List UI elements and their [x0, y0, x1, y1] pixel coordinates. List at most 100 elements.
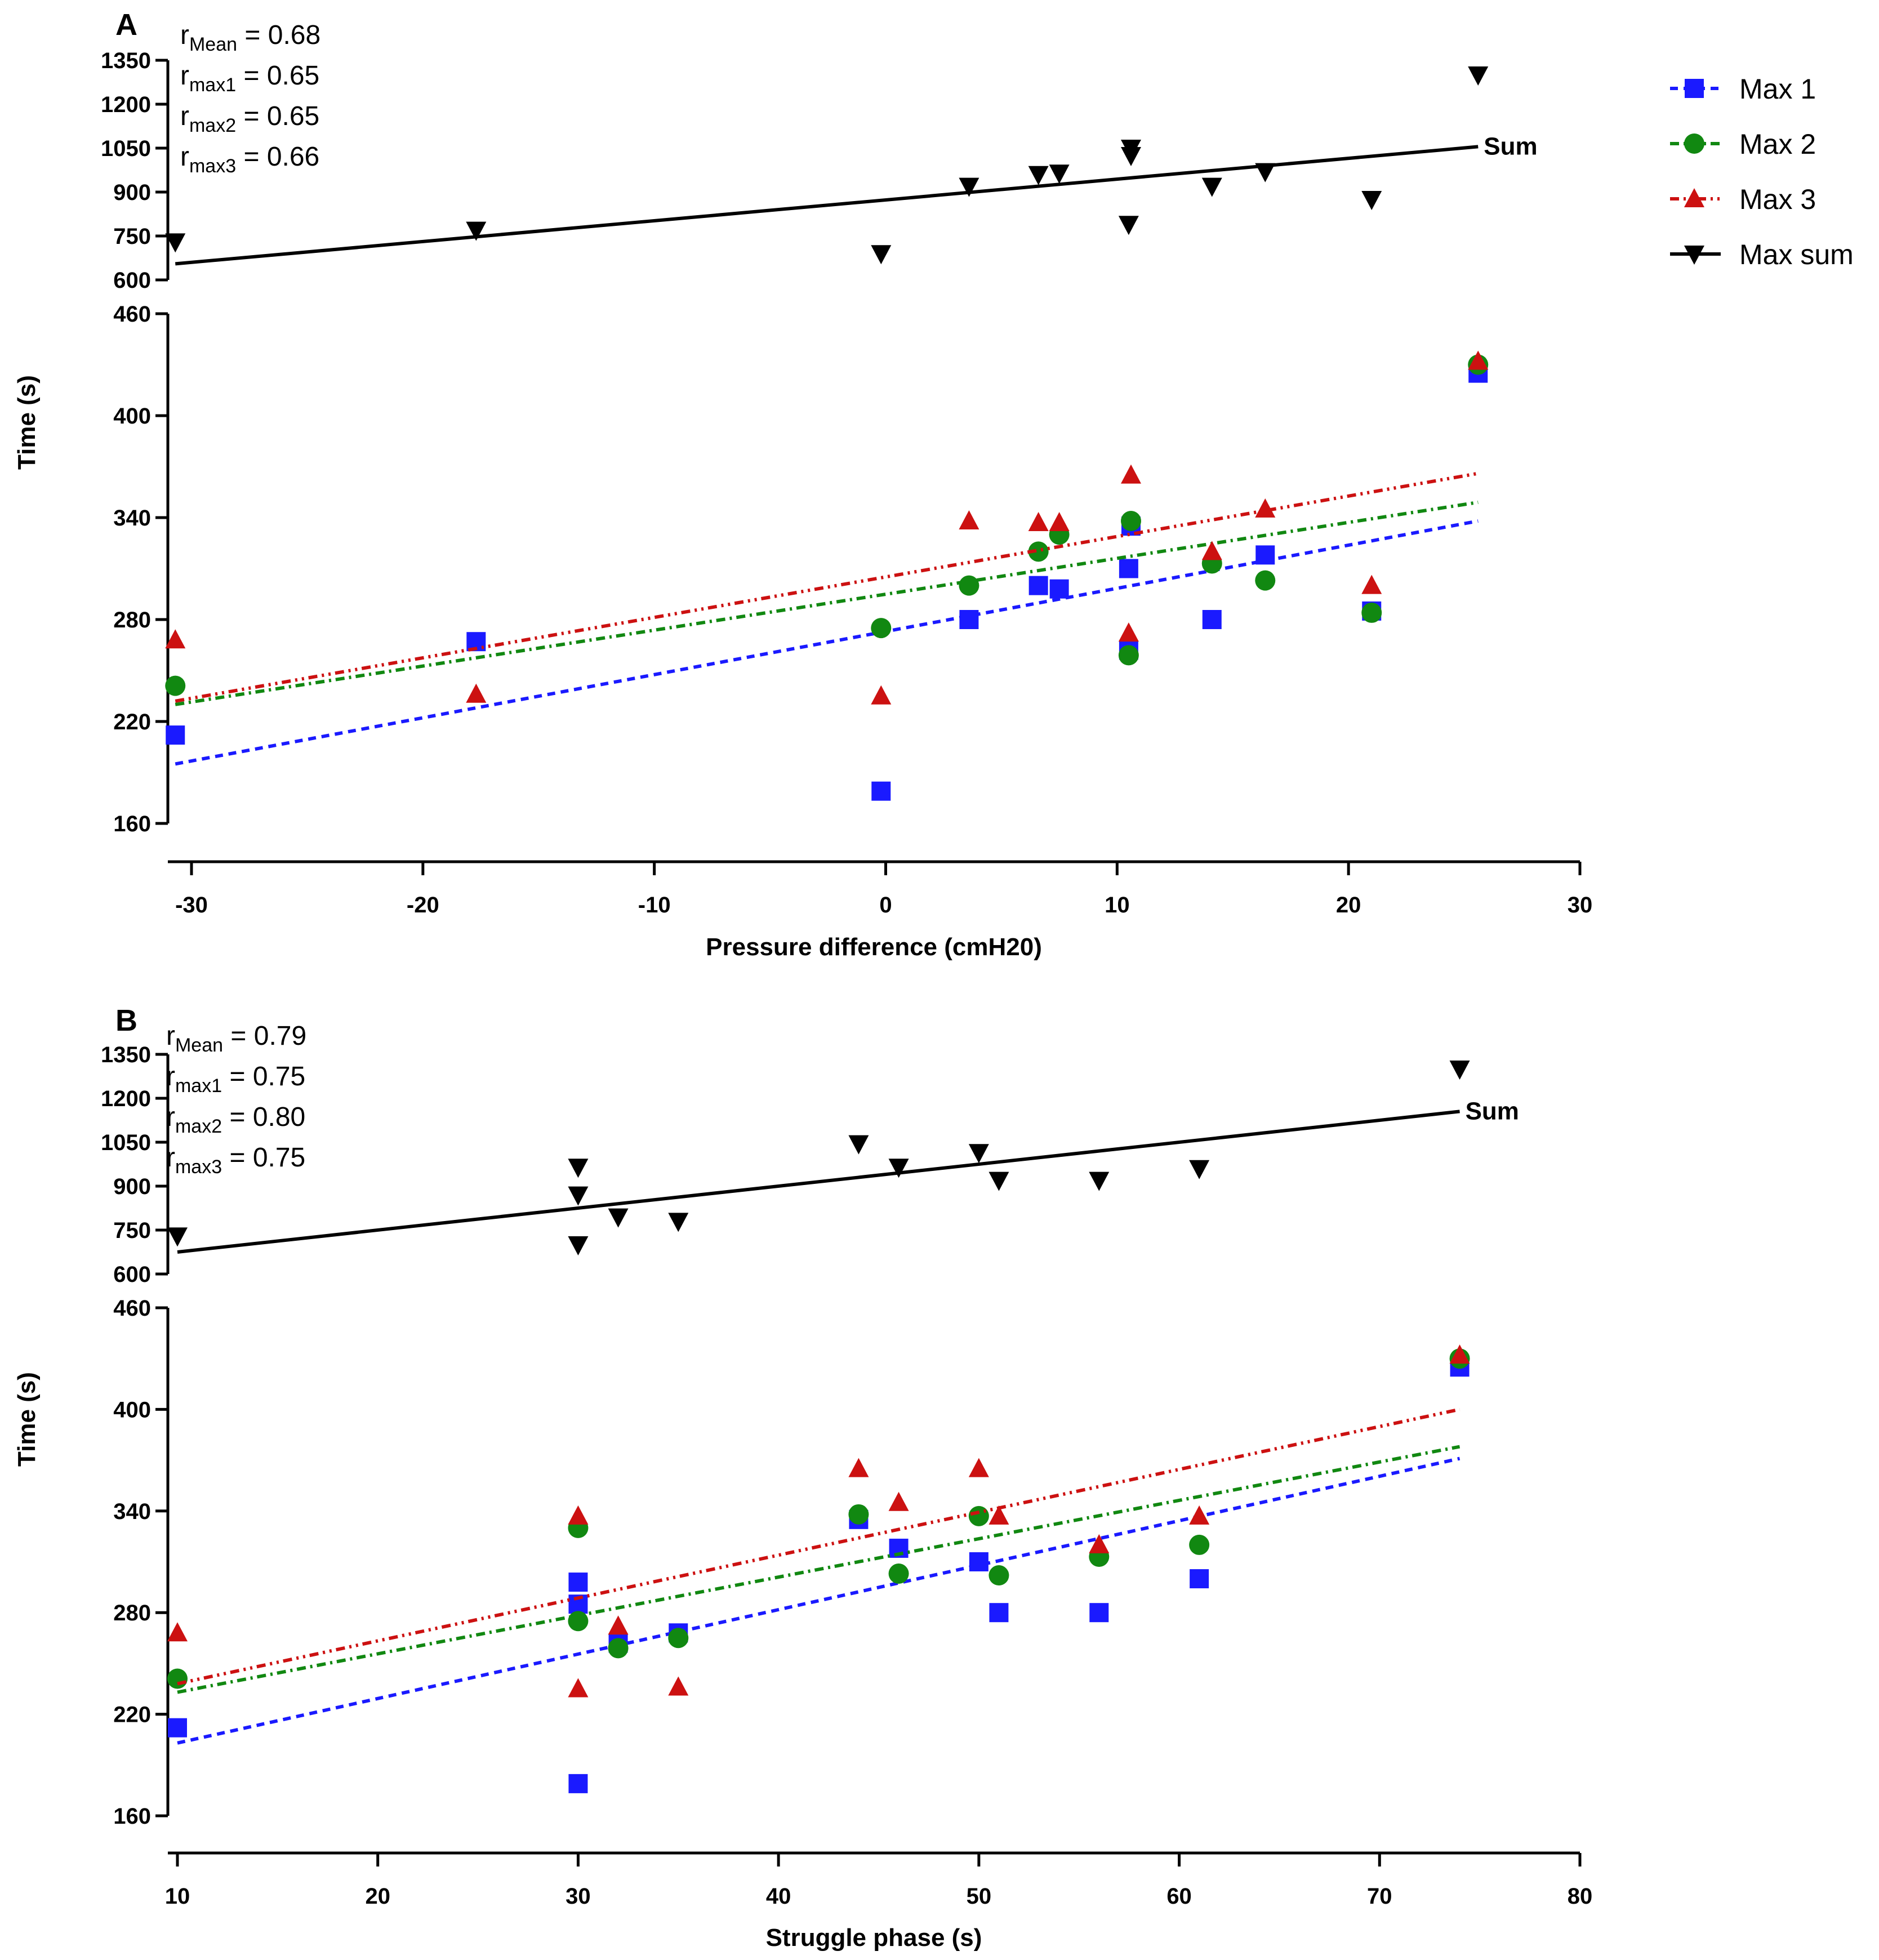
data-point	[608, 1208, 629, 1228]
data-point	[466, 221, 487, 241]
x-tick-label: 20	[365, 1884, 390, 1909]
sum-label: Sum	[1466, 1097, 1519, 1125]
x-tick-label: 80	[1568, 1884, 1593, 1909]
correlation-text: rmax1 = 0.75	[166, 1062, 305, 1097]
panel-a: A 600 750 900 1050 1200 1350 160 220 280 340 400 460…	[13, 8, 1592, 961]
data-point	[1119, 559, 1138, 578]
data-point	[166, 725, 185, 745]
data-point	[888, 1563, 909, 1584]
series-max-3	[167, 1344, 1470, 1698]
y-tick-label: 340	[113, 506, 151, 531]
legend-marker	[1685, 79, 1704, 98]
correlation-r: r	[166, 1143, 175, 1173]
data-point	[1201, 541, 1222, 560]
y-tick-label: 460	[113, 302, 151, 327]
data-point	[888, 1159, 909, 1178]
data-point	[1089, 1171, 1110, 1191]
correlation-value: 0.75	[253, 1062, 305, 1092]
correlation-r: r	[180, 142, 189, 172]
correlation-text: rmax3 = 0.75	[166, 1143, 305, 1178]
correlation-value: 0.66	[267, 142, 319, 172]
data-point	[1049, 579, 1069, 599]
data-point	[871, 685, 892, 705]
data-point	[989, 1565, 1009, 1586]
data-point	[959, 510, 979, 530]
fit-line	[175, 519, 1479, 766]
correlation-eq: =	[237, 20, 268, 50]
series-max-2	[165, 354, 1489, 706]
correlation-sub: max3	[189, 155, 236, 177]
data-point	[1202, 610, 1222, 629]
correlation-value: 0.75	[253, 1143, 305, 1173]
data-point	[1255, 545, 1275, 565]
correlation-sub: max2	[189, 115, 236, 136]
correlation-eq: =	[236, 142, 267, 172]
correlation-value: 0.65	[267, 101, 319, 131]
data-point	[167, 1668, 188, 1689]
correlation-text: rmax3 = 0.66	[180, 142, 319, 177]
data-point	[568, 1236, 589, 1255]
correlation-sub: Mean	[175, 1035, 223, 1056]
series-max-3	[165, 350, 1489, 705]
data-point	[568, 1774, 588, 1793]
data-point	[608, 1615, 629, 1635]
data-point	[1120, 511, 1141, 532]
fit-line	[177, 1110, 1460, 1254]
x-tick-label: 50	[967, 1884, 992, 1909]
data-point	[989, 1171, 1009, 1191]
data-point	[1255, 163, 1276, 182]
data-point	[969, 1552, 989, 1571]
y-tick-label: 900	[113, 180, 151, 205]
y-tick-label: 1350	[101, 1043, 151, 1067]
legend-label: Max 2	[1739, 128, 1816, 160]
series-max-sum: Sum	[165, 66, 1538, 266]
correlation-sub: max1	[175, 1075, 222, 1097]
y-tick-label: 280	[113, 608, 151, 632]
correlation-r: r	[166, 1102, 175, 1132]
correlation-text: rmax2 = 0.80	[166, 1102, 305, 1137]
data-point	[1120, 464, 1141, 484]
data-point	[668, 1676, 689, 1696]
data-point	[1190, 1569, 1209, 1589]
data-point	[668, 1213, 689, 1232]
series-max-2	[167, 1348, 1470, 1694]
correlation-sub: max2	[175, 1116, 222, 1137]
data-point	[1028, 166, 1049, 185]
y-axis-title: Time (s)	[13, 375, 41, 470]
correlation-eq: =	[223, 1021, 254, 1051]
y-tick-label: 160	[113, 812, 151, 836]
correlation-r: r	[180, 61, 189, 91]
data-point	[871, 781, 891, 801]
x-tick-label: 10	[165, 1884, 190, 1909]
legend-marker	[1684, 188, 1704, 207]
data-point	[1255, 498, 1276, 518]
y-tick-label: 750	[113, 1218, 151, 1243]
y-tick-label: 1200	[101, 1086, 151, 1111]
data-point	[888, 1491, 909, 1511]
legend-label: Max 3	[1739, 184, 1816, 215]
legend-item: Max 2	[1670, 128, 1816, 160]
data-point	[848, 1458, 869, 1477]
data-point	[167, 1622, 188, 1642]
data-point	[1361, 602, 1382, 623]
data-point	[167, 1227, 188, 1247]
correlation-eq: =	[222, 1102, 253, 1132]
data-point	[1118, 216, 1139, 235]
legend-item: Max 3	[1670, 184, 1816, 215]
data-point	[568, 1159, 589, 1178]
data-point	[848, 1135, 869, 1155]
legend: Max 1 Max 2 Max 3 Max sum	[1670, 73, 1854, 270]
data-point	[1468, 350, 1489, 370]
data-point	[466, 683, 487, 703]
data-point	[1468, 66, 1489, 86]
panel-b: B600750900105012001350160220280340400460…	[13, 1004, 1592, 1952]
sum-label: Sum	[1484, 132, 1537, 160]
correlation-r: r	[166, 1021, 175, 1051]
correlation-eq: =	[236, 61, 267, 91]
correlation-value: 0.79	[254, 1021, 306, 1051]
fit-line	[177, 1407, 1461, 1686]
data-point	[968, 1505, 989, 1526]
x-tick-label: 20	[1336, 893, 1361, 917]
correlation-sub: max1	[189, 74, 236, 96]
x-axis-title: Pressure difference (cmH20)	[706, 933, 1042, 961]
